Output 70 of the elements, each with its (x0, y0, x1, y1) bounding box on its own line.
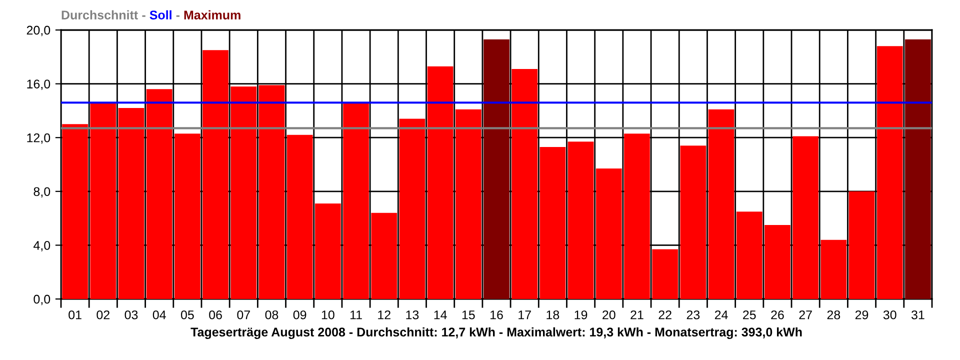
x-tick-label: 01 (68, 310, 82, 320)
x-tick-label: 26 (771, 310, 784, 320)
bar (230, 86, 257, 299)
x-tick-label: 11 (350, 310, 362, 320)
bar (484, 39, 510, 299)
bar (455, 109, 482, 299)
x-tick-label: 14 (434, 310, 447, 320)
y-tick-label: 8,0 (34, 187, 50, 198)
bar (820, 240, 847, 299)
y-tick-label: 4,0 (33, 241, 50, 252)
x-tick-label: 29 (855, 310, 868, 320)
bar (596, 168, 622, 299)
x-tick-label: 09 (293, 310, 306, 320)
bar (708, 109, 734, 299)
x-tick-label: 18 (546, 310, 560, 320)
x-tick-label: 10 (322, 310, 334, 320)
x-tick-label: 05 (180, 310, 194, 320)
x-tick-label: 06 (209, 310, 222, 320)
bar (258, 85, 285, 299)
y-tick-label: 16,0 (27, 80, 50, 90)
x-tick-label: 13 (406, 310, 419, 320)
bar (314, 204, 341, 299)
bar (286, 134, 313, 299)
bar (512, 69, 538, 299)
bar (202, 50, 228, 299)
chart-title: Durchschnitt - Soll - Maximum (62, 10, 240, 20)
bar (62, 124, 88, 299)
bar (146, 89, 172, 299)
bar (624, 134, 650, 299)
bar (568, 142, 594, 299)
bar (371, 212, 398, 299)
x-tick-label: 17 (518, 310, 531, 320)
bar (876, 46, 903, 299)
y-tick-label: 0,0 (34, 294, 50, 306)
y-tick-label: 12,0 (27, 133, 50, 144)
bar (652, 249, 678, 299)
bar (343, 102, 369, 299)
bar (427, 66, 454, 299)
x-tick-label: 31 (911, 310, 924, 320)
bar (848, 191, 875, 299)
x-tick-label: 08 (265, 310, 278, 320)
bar (905, 39, 931, 299)
x-tick-label: 23 (686, 310, 700, 320)
x-tick-label: 04 (152, 310, 166, 320)
x-tick-label: 12 (378, 310, 390, 320)
x-tick-label: 19 (574, 310, 588, 320)
x-tick-label: 03 (124, 310, 138, 320)
bar (540, 147, 566, 299)
bar (792, 136, 818, 299)
x-axis-title: Tageserträge August 2008 - Durchschnitt: 12,7 kWh - Maximalwert: 19,3 kWh - Monatsertrag: 393,0 kWh (190, 327, 802, 340)
x-tick-label: 15 (462, 310, 475, 320)
x-tick-label: 25 (743, 310, 756, 320)
bar (118, 108, 144, 299)
x-tick-label: 20 (602, 310, 616, 320)
x-tick-label: 22 (658, 310, 672, 320)
x-tick-label: 24 (714, 310, 728, 320)
y-tick-label: 20,0 (26, 26, 50, 36)
bar (174, 134, 200, 299)
bar (764, 225, 790, 299)
x-tick-label: 28 (827, 310, 840, 320)
x-tick-label: 21 (630, 310, 644, 320)
x-tick-label: 30 (883, 310, 896, 320)
bar (90, 102, 116, 299)
x-tick-label: 27 (799, 310, 812, 320)
x-tick-label: 07 (237, 310, 250, 320)
bar (680, 146, 706, 299)
x-tick-label: 02 (96, 310, 110, 320)
bar (736, 212, 762, 299)
bar (399, 118, 426, 299)
x-tick-label: 16 (490, 310, 503, 320)
